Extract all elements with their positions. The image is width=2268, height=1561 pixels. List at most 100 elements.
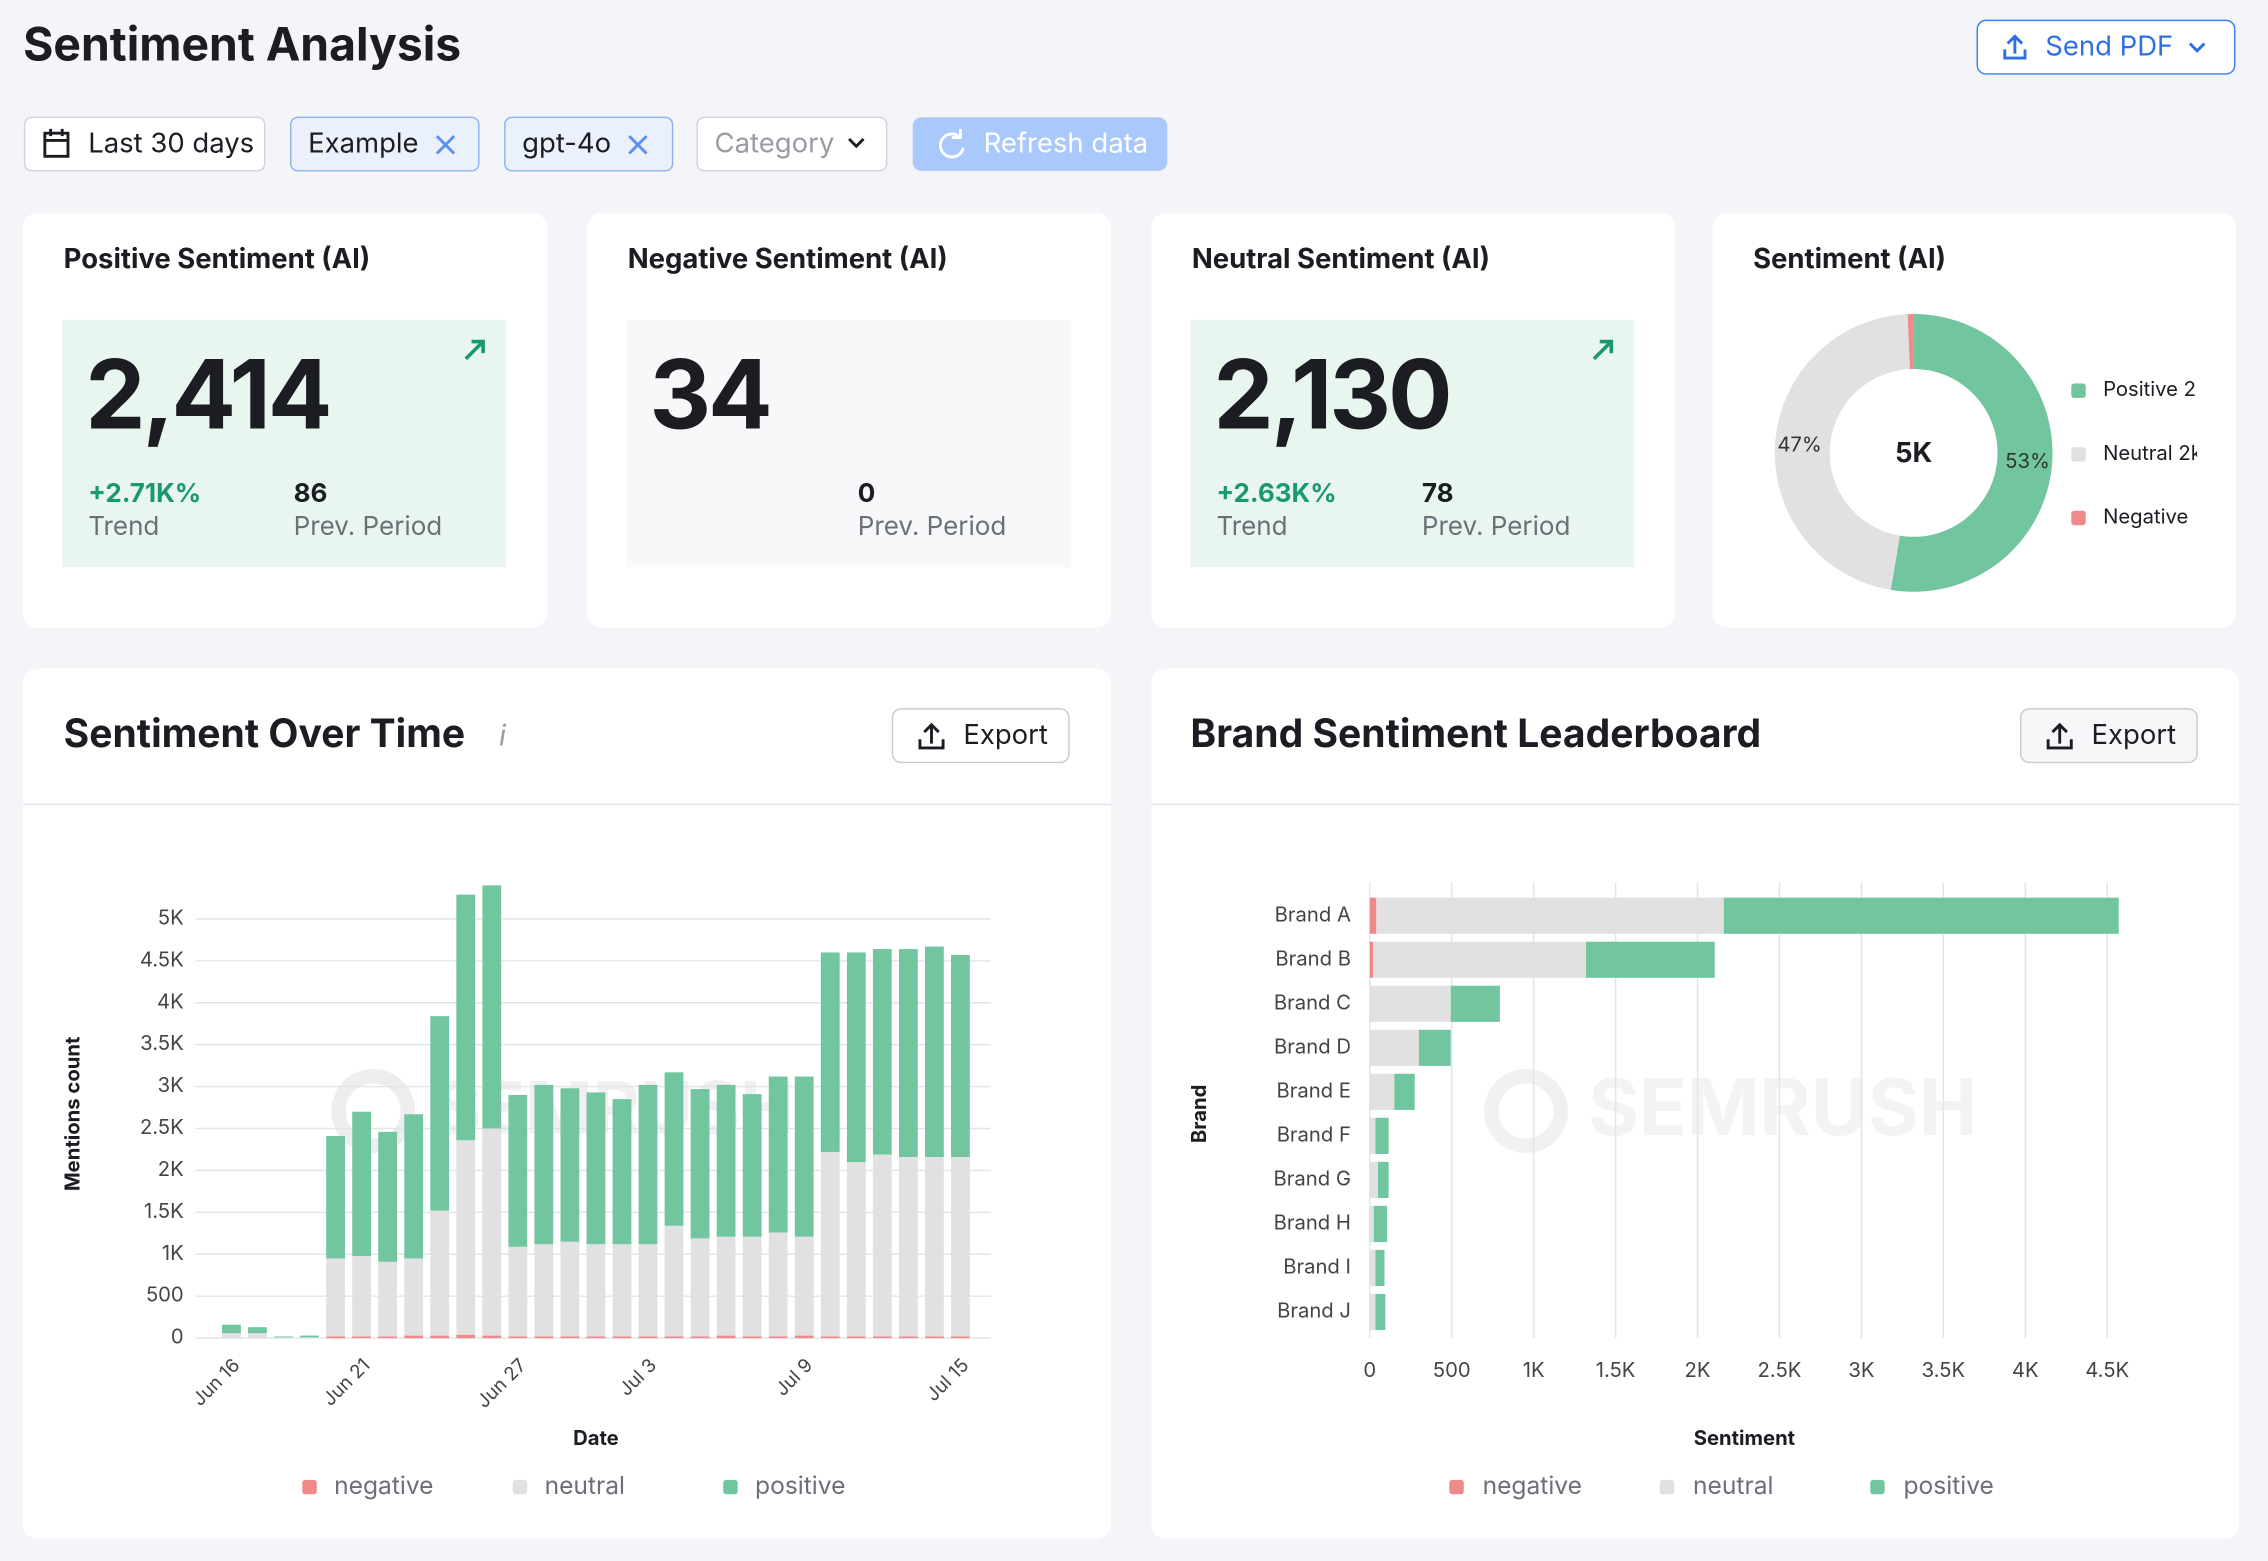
y-tick-label: Brand I — [1283, 1254, 1351, 1279]
y-tick-label: Brand H — [1274, 1209, 1351, 1234]
y-axis-title: Brand — [1186, 1085, 1211, 1144]
bar-segment — [430, 1016, 449, 1211]
y-tick-label: 2K — [158, 1156, 184, 1181]
bar-segment — [1373, 942, 1586, 978]
y-tick-label: 5K — [158, 904, 184, 929]
bar-segment — [795, 1077, 814, 1237]
bar-segment — [274, 1337, 293, 1338]
bar-segment — [1370, 1118, 1376, 1154]
select-placeholder: Category — [715, 125, 835, 159]
info-icon[interactable]: i — [499, 718, 507, 753]
bar-segment — [925, 1336, 944, 1338]
bar-segment — [1370, 1162, 1378, 1198]
x-tick-label: 1.5K — [1596, 1357, 1636, 1382]
y-tick-label: Brand D — [1274, 1033, 1351, 1058]
bar-segment — [769, 1077, 788, 1233]
button-label: Refresh data — [984, 125, 1149, 159]
card-title: Sentiment (AI) — [1753, 241, 1946, 275]
bar-segment — [326, 1258, 345, 1336]
bar-segment — [587, 1244, 606, 1336]
kpi-prev: 78 — [1422, 478, 1454, 509]
filter-chip[interactable]: gpt-4o — [505, 117, 673, 171]
send-pdf-button[interactable]: Send PDF — [1977, 20, 2234, 74]
date-filter[interactable]: Last 30 days — [25, 117, 265, 171]
chip-label: Example — [308, 125, 418, 159]
bar-segment — [847, 952, 866, 1162]
export-button[interactable]: Export — [2021, 709, 2197, 763]
legend-marker — [1660, 1480, 1674, 1494]
y-tick-label: 2.5K — [140, 1114, 184, 1139]
bar-segment — [613, 1336, 632, 1338]
bar-segment — [508, 1336, 527, 1338]
legend-marker — [513, 1480, 527, 1494]
bar-segment — [1419, 1030, 1451, 1066]
bar-segment — [925, 1157, 944, 1336]
legend-marker — [302, 1480, 316, 1494]
bar-segment — [665, 1072, 684, 1225]
x-tick-label: 4K — [2012, 1357, 2039, 1382]
bar-segment — [1376, 1294, 1386, 1330]
filter-chip[interactable]: Example — [291, 117, 479, 171]
bar-segment — [613, 1244, 632, 1336]
bar-segment — [743, 1237, 762, 1337]
bar-segment — [769, 1232, 788, 1336]
bar-segment — [1451, 986, 1500, 1022]
bar-segment — [404, 1114, 423, 1258]
bar-segment — [665, 1336, 684, 1338]
bar-segment — [717, 1085, 736, 1237]
bar-segment — [717, 1237, 736, 1336]
bar-segment — [639, 1336, 658, 1338]
y-axis-title: Mentions count — [59, 1036, 84, 1191]
legend-label: negative — [334, 1470, 433, 1500]
bar-segment — [248, 1333, 267, 1338]
slice-label: 47% — [1777, 431, 1821, 456]
bar-segment — [847, 1336, 866, 1338]
card-title: Negative Sentiment (AI) — [628, 241, 948, 275]
bar-segment — [1370, 1030, 1419, 1066]
bar-segment — [274, 1336, 293, 1337]
bar-segment — [378, 1132, 397, 1262]
bar-segment — [1374, 1206, 1387, 1242]
button-label: Export — [963, 717, 1048, 751]
bar-segment — [1376, 1250, 1385, 1286]
bar-segment — [743, 1094, 762, 1237]
bar-segment — [691, 1089, 710, 1238]
y-tick-label: 1.5K — [144, 1198, 184, 1223]
bar-segment — [587, 1336, 606, 1338]
bar-segment — [769, 1336, 788, 1338]
page-title: Sentiment Analysis — [23, 17, 461, 73]
bar-segment — [378, 1336, 397, 1338]
legend-label: Negative — [2103, 504, 2188, 529]
bar-segment — [951, 1157, 970, 1336]
panel-title: Brand Sentiment Leaderboard — [1190, 710, 1761, 757]
button-label: Export — [2092, 717, 2177, 751]
x-tick-label: 3.5K — [1922, 1357, 1966, 1382]
x-tick-label: 500 — [1433, 1357, 1471, 1382]
legend-marker — [2071, 383, 2085, 397]
slice-label: 53% — [2005, 448, 2050, 473]
filter-label: Last 30 days — [88, 125, 254, 159]
watermark-text: SEMRUSH — [1588, 1059, 1977, 1154]
bar-segment — [873, 1154, 892, 1336]
bar-segment — [717, 1336, 736, 1339]
refresh-button[interactable]: Refresh data — [913, 117, 1168, 171]
bar-segment — [326, 1136, 345, 1258]
bar-segment — [560, 1242, 579, 1337]
y-tick-label: 4K — [157, 988, 184, 1013]
y-tick-label: 4.5K — [140, 946, 184, 971]
x-tick-label: 1K — [1523, 1357, 1545, 1382]
x-tick-label: 0 — [1363, 1357, 1376, 1382]
category-select[interactable]: Category — [697, 117, 886, 171]
bar-segment — [352, 1256, 371, 1336]
export-button[interactable]: Export — [892, 709, 1068, 763]
bar-segment — [691, 1238, 710, 1336]
bar-segment — [430, 1336, 449, 1339]
bar-segment — [560, 1336, 579, 1338]
kpi-prev-label: Prev. Period — [294, 511, 443, 542]
bar-segment — [665, 1226, 684, 1337]
panel-title: Sentiment Over Time — [64, 710, 466, 757]
button-label: Send PDF — [2045, 28, 2173, 62]
y-tick-label: Brand B — [1275, 945, 1351, 970]
x-tick-label: 2K — [1685, 1357, 1711, 1382]
x-axis-title: Sentiment — [1694, 1425, 1796, 1450]
